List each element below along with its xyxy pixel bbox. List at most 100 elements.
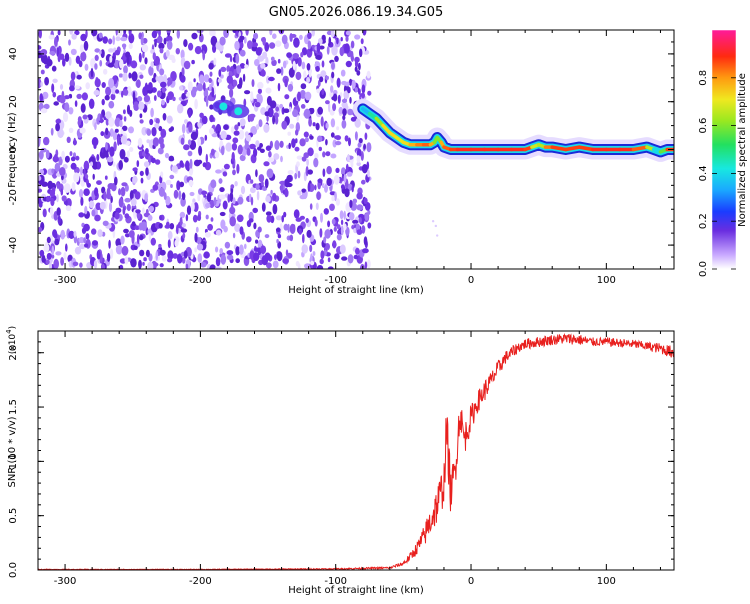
noise-speck <box>121 43 127 48</box>
noise-speck <box>257 226 262 233</box>
noise-speck <box>239 63 246 69</box>
noise-speck <box>115 244 123 255</box>
noise-speck <box>142 207 145 215</box>
noise-speck <box>109 146 115 157</box>
noise-speck <box>115 30 118 36</box>
noise-speck <box>345 226 350 236</box>
noise-speck <box>142 151 146 157</box>
noise-speck <box>265 87 272 94</box>
noise-speck <box>209 127 215 135</box>
noise-speck <box>367 90 372 96</box>
noise-speck <box>239 226 244 235</box>
noise-speck <box>114 128 119 133</box>
noise-speck <box>151 127 157 137</box>
noise-speck <box>117 30 123 37</box>
noise-speck <box>237 83 242 89</box>
noise-speck <box>190 202 195 212</box>
noise-speck <box>243 36 247 44</box>
noise-speck <box>108 117 115 127</box>
noise-speck <box>152 52 156 61</box>
noise-speck <box>166 40 173 50</box>
noise-speck <box>309 135 314 140</box>
noise-speck <box>288 106 292 112</box>
noise-speck <box>207 96 215 102</box>
noise-speck <box>78 189 84 198</box>
noise-speck <box>122 72 128 82</box>
bottom-plot-frame <box>37 330 675 571</box>
noise-speck <box>260 245 267 254</box>
noise-speck <box>254 101 261 108</box>
noise-speck <box>86 182 92 188</box>
noise-speck <box>258 119 263 128</box>
noise-speck <box>79 44 84 53</box>
noise-speck <box>98 50 102 55</box>
noise-speck <box>38 30 42 39</box>
noise-speck <box>341 98 348 103</box>
noise-speck <box>255 239 259 244</box>
noise-speck <box>172 253 179 259</box>
noise-speck <box>331 71 335 79</box>
noise-speck <box>295 71 302 81</box>
noise-speck <box>306 229 312 238</box>
noise-speck <box>215 257 221 267</box>
noise-speck <box>138 101 145 111</box>
noise-speck <box>350 116 357 122</box>
noise-speck <box>112 161 116 167</box>
noise-speck <box>123 109 126 115</box>
noise-speck <box>196 243 204 251</box>
noise-speck <box>261 202 266 212</box>
noise-speck <box>213 197 217 206</box>
noise-speck <box>272 192 277 201</box>
top-y-axis-label: Frequency (Hz) <box>7 112 18 188</box>
noise-speck <box>336 126 340 131</box>
noise-speck <box>269 30 273 36</box>
noise-speck <box>102 36 108 44</box>
noise-speck <box>146 139 150 144</box>
noise-speck <box>165 35 173 43</box>
noise-speck <box>185 214 189 222</box>
noise-speck <box>39 249 45 257</box>
noise-speck <box>294 172 298 180</box>
noise-speck <box>319 228 323 238</box>
noise-speck <box>207 223 214 231</box>
noise-speck <box>332 139 337 148</box>
noise-speck <box>160 142 165 149</box>
noise-speck <box>245 30 249 36</box>
noise-speck <box>289 123 295 129</box>
x-tick-label: 100 <box>597 576 616 587</box>
noise-speck <box>46 252 52 260</box>
noise-speck <box>201 115 208 125</box>
noise-speck <box>167 239 171 249</box>
noise-speck <box>163 37 167 45</box>
noise-speck <box>118 160 123 170</box>
noise-speck <box>59 167 66 176</box>
noise-speck <box>124 197 131 203</box>
noise-speck <box>110 248 114 259</box>
noise-speck <box>242 73 246 82</box>
noise-speck <box>264 42 270 52</box>
noise-speck <box>323 208 329 215</box>
noise-speck <box>313 157 319 168</box>
noise-speck <box>75 155 80 161</box>
noise-speck <box>352 219 359 224</box>
noise-speck <box>284 78 288 88</box>
noise-speck <box>295 138 298 144</box>
noise-speck <box>203 251 210 259</box>
noise-speck <box>59 95 66 104</box>
noise-speck <box>123 116 127 122</box>
noise-speck <box>291 138 296 149</box>
noise-speck <box>329 91 334 98</box>
noise-speck <box>220 219 226 230</box>
noise-speck <box>234 181 238 187</box>
noise-speck <box>239 118 246 127</box>
noise-speck <box>77 116 82 123</box>
noise-speck <box>255 124 260 130</box>
noise-speck <box>315 122 320 131</box>
noise-speck <box>275 106 280 112</box>
noise-speck <box>334 141 342 146</box>
noise-speck <box>148 205 155 213</box>
noise-speck <box>119 149 126 160</box>
noise-speck <box>159 47 164 54</box>
noise-speck <box>83 188 90 196</box>
noise-speck <box>235 258 240 264</box>
